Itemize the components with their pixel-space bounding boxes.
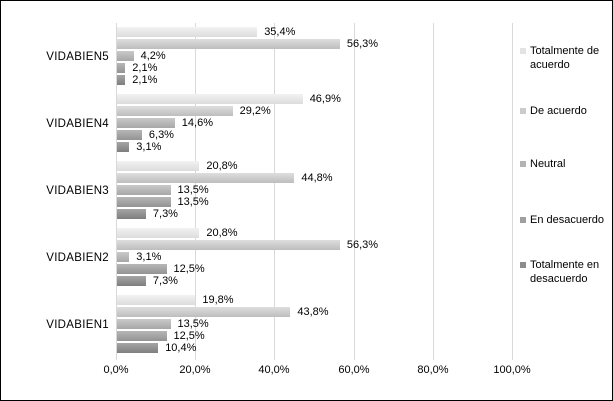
- bar-vidabien1-s0: [117, 295, 196, 305]
- plot-area: 35,4% 56,3% 4,2% 2,1% 2,1% 46,9% 29,2% 14,6% 6,3…: [116, 23, 513, 360]
- legend-item-en-desacuerdo: En desacuerdo: [520, 213, 604, 227]
- bar-vidabien5-s2: [117, 51, 134, 61]
- legend-item-totalmente-de-acuerdo: Totalmente de acuerdo: [520, 44, 612, 72]
- legend-label: Totalmente en desacuerdo: [530, 259, 600, 285]
- bar-vidabien5-s1: [117, 39, 340, 49]
- x-tick-label: 60,0%: [338, 364, 370, 376]
- bar-vidabien5-s0: [117, 27, 258, 37]
- gridline: [354, 23, 355, 360]
- y-axis-labels: VIDABIEN5 VIDABIEN4 VIDABIEN3 VIDABIEN2 VIDA…: [1, 23, 109, 358]
- category-label-vidabien2: VIDABIEN2: [46, 251, 109, 264]
- category-label-vidabien1: VIDABIEN1: [46, 318, 109, 331]
- bar-vidabien3-s3: [117, 197, 171, 207]
- x-tick-label: 0,0%: [103, 364, 129, 376]
- legend-item-de-acuerdo: De acuerdo: [520, 104, 587, 118]
- bar-vidabien5-s3: [117, 63, 126, 73]
- bar-value-label: 46,9%: [309, 93, 341, 105]
- gridline: [512, 23, 513, 360]
- bar-value-label: 4,2%: [140, 50, 166, 62]
- bar-value-label: 13,5%: [177, 196, 209, 208]
- bar-vidabien4-s2: [117, 118, 175, 128]
- legend-swatch-totalmente-en-desacuerdo-icon: [520, 262, 526, 268]
- gridline: [274, 23, 275, 360]
- category-label-vidabien4: VIDABIEN4: [46, 117, 109, 130]
- bar-vidabien1-s4: [117, 343, 159, 353]
- x-tick-label: 80,0%: [417, 364, 449, 376]
- bar-value-label: 2,1%: [132, 62, 158, 74]
- legend-swatch-de-acuerdo-icon: [520, 108, 526, 114]
- legend-item-neutral: Neutral: [520, 157, 565, 171]
- bar-value-label: 6,3%: [148, 129, 174, 141]
- legend: Totalmente de acuerdo De acuerdo Neutral…: [520, 1, 612, 361]
- legend-swatch-en-desacuerdo-icon: [520, 217, 526, 223]
- legend-label: En desacuerdo: [530, 214, 604, 226]
- bar-value-label: 19,8%: [202, 294, 234, 306]
- bar-vidabien2-s0: [117, 228, 200, 238]
- bar-vidabien5-s4: [117, 75, 126, 85]
- bar-vidabien4-s1: [117, 106, 233, 116]
- bar-value-label: 20,8%: [206, 160, 238, 172]
- bar-value-label: 12,5%: [173, 330, 205, 342]
- category-label-vidabien3: VIDABIEN3: [46, 184, 109, 197]
- bar-vidabien1-s1: [117, 307, 291, 317]
- legend-label: De acuerdo: [530, 105, 587, 117]
- bar-value-label: 12,5%: [173, 263, 205, 275]
- legend-label: Totalmente de acuerdo: [530, 45, 600, 71]
- gridline: [195, 23, 196, 360]
- bar-vidabien1-s2: [117, 319, 171, 329]
- bar-vidabien1-s3: [117, 331, 167, 341]
- bar-vidabien2-s2: [117, 252, 130, 262]
- bar-value-label: 56,3%: [346, 239, 379, 251]
- bar-value-label: 43,8%: [297, 306, 329, 318]
- legend-swatch-totalmente-de-acuerdo-icon: [520, 48, 526, 54]
- bar-value-label: 13,5%: [177, 184, 209, 196]
- bar-vidabien3-s0: [117, 161, 200, 171]
- bar-value-label: 35,4%: [264, 26, 296, 38]
- bar-value-label: 7,3%: [152, 208, 178, 220]
- bar-value-label: 2,1%: [132, 74, 158, 86]
- gridline: [116, 23, 117, 360]
- bar-vidabien3-s1: [117, 173, 295, 183]
- bar-value-label: 7,3%: [152, 275, 178, 287]
- bar-vidabien2-s3: [117, 264, 167, 274]
- bar-value-label: 10,4%: [165, 342, 197, 354]
- bar-vidabien4-s4: [117, 142, 130, 152]
- bar-value-label: 29,2%: [239, 105, 271, 117]
- x-tick-label: 100,0%: [493, 364, 531, 376]
- x-axis-labels: 0,0% 20,0% 40,0% 60,0% 80,0% 100,0%: [103, 364, 530, 380]
- bar-value-label: 13,5%: [177, 318, 209, 330]
- x-tick-label: 40,0%: [258, 364, 290, 376]
- bar-vidabien4-s0: [117, 94, 303, 104]
- category-label-vidabien5: VIDABIEN5: [46, 50, 109, 63]
- bar-value-label: 14,6%: [181, 117, 213, 129]
- bar-value-label: 3,1%: [136, 141, 162, 153]
- bar-vidabien4-s3: [117, 130, 142, 140]
- bar-value-label: 56,3%: [346, 38, 379, 50]
- bar-vidabien2-s1: [117, 240, 340, 250]
- bar-vidabien3-s4: [117, 209, 146, 219]
- legend-item-totalmente-en-desacuerdo: Totalmente en desacuerdo: [520, 258, 612, 286]
- gridline: [433, 23, 434, 360]
- bar-value-label: 3,1%: [136, 251, 162, 263]
- bar-value-label: 20,8%: [206, 227, 238, 239]
- legend-swatch-neutral-icon: [520, 161, 526, 167]
- bar-vidabien3-s2: [117, 185, 171, 195]
- bar-value-label: 44,8%: [301, 172, 333, 184]
- legend-label: Neutral: [530, 158, 566, 170]
- x-tick-label: 20,0%: [179, 364, 211, 376]
- bar-vidabien2-s4: [117, 276, 146, 286]
